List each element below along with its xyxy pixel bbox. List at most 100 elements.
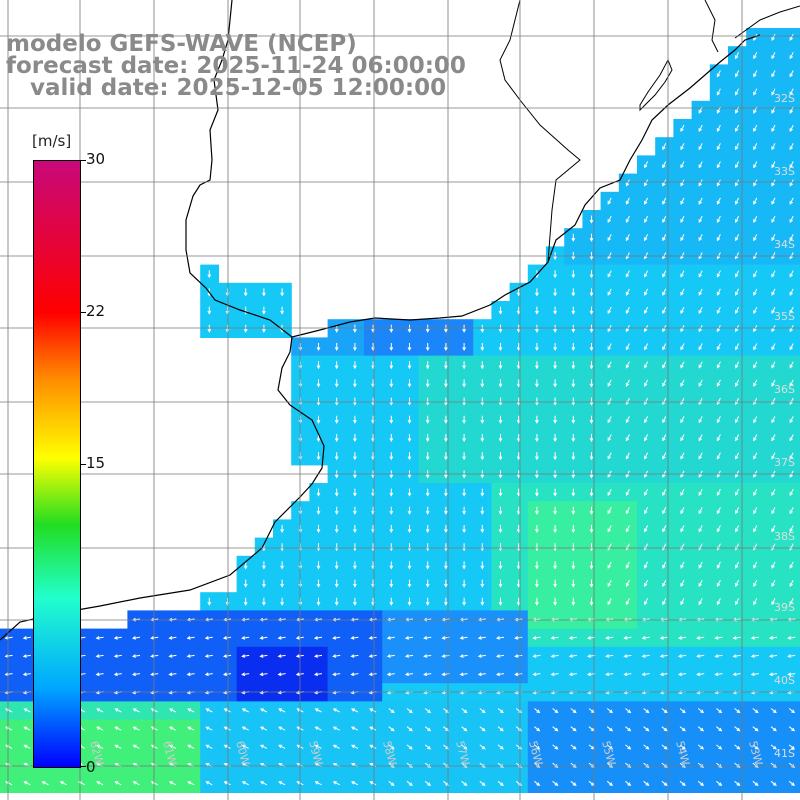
wind-arrow (641, 654, 650, 658)
wind-arrow (643, 215, 649, 224)
wind-arrow (388, 726, 395, 732)
wind-arrow (4, 636, 13, 640)
wind-arrow (789, 598, 794, 606)
wind-arrow (316, 525, 321, 534)
wind-arrow (771, 561, 776, 569)
wind-arrow (334, 452, 339, 461)
wind-arrow (753, 361, 758, 369)
wind-arrow (606, 762, 614, 768)
wind-arrow (477, 636, 486, 640)
wind-arrow (425, 488, 430, 497)
wind-arrow (716, 434, 721, 442)
wind-arrow (662, 288, 667, 296)
wind-arrow (625, 379, 630, 387)
wind-arrow (659, 672, 668, 677)
latitude-labels: 32S 33S 34S 35S 36S 37S 38S 39S 40S 41S (774, 92, 795, 760)
wind-arrow (353, 343, 357, 352)
wind-arrow (787, 636, 796, 640)
argentina-coastline (0, 0, 325, 641)
wind-arrow (207, 270, 212, 279)
wind-arrow (734, 726, 741, 732)
wind-speed-colorbar (33, 160, 81, 768)
wind-arrow (625, 579, 630, 588)
wind-arrow (750, 636, 759, 640)
wind-arrow (589, 288, 594, 297)
wind-arrow (534, 762, 541, 768)
latitude-label: 37S (774, 456, 795, 469)
wind-arrow (625, 708, 632, 714)
wind-arrow (353, 415, 357, 424)
wind-arrow (353, 452, 357, 461)
wind-arrow (444, 343, 448, 352)
wind-arrow (316, 361, 321, 370)
wind-arrow (698, 488, 703, 497)
wind-arrow (389, 415, 394, 424)
wind-arrow (662, 161, 667, 169)
wind-arrow (314, 708, 322, 713)
wind-arrow (389, 343, 394, 352)
wind-arrow (716, 708, 723, 714)
wind-arrow (480, 543, 485, 552)
wind-arrow (243, 597, 248, 606)
wind-arrow (680, 270, 685, 278)
latitude-label: 38S (774, 530, 795, 543)
wind-arrow (641, 672, 650, 677)
wind-arrow (625, 343, 630, 351)
wind-arrow (789, 361, 794, 369)
wind-arrow (716, 88, 721, 96)
wind-arrow (425, 506, 430, 515)
wind-arrow (386, 672, 395, 677)
wind-arrow (389, 361, 394, 370)
wind-arrow (607, 525, 612, 533)
wind-arrow (334, 561, 339, 570)
wind-arrow (698, 215, 703, 224)
wind-arrow (661, 780, 668, 786)
wind-arrow (643, 525, 649, 533)
wind-arrow (662, 598, 667, 606)
wind-arrow (498, 543, 503, 552)
wind-arrow (534, 780, 541, 786)
wind-arrow (132, 708, 140, 713)
wind-arrow (462, 597, 466, 606)
wind-arrow (353, 361, 357, 370)
wind-arrow (316, 343, 321, 352)
wind-arrow (789, 124, 794, 133)
wind-arrow (259, 781, 268, 786)
wind-arrow (734, 416, 740, 424)
wind-arrow (498, 434, 503, 443)
wind-arrow (278, 744, 286, 749)
wind-arrow (752, 744, 759, 750)
wind-arrow (353, 561, 357, 570)
wind-arrow (350, 744, 359, 749)
wind-arrow (280, 288, 284, 297)
uruguay-border (499, 0, 581, 263)
wind-arrow (462, 488, 466, 497)
wind-arrow (425, 415, 430, 424)
legend-unit-label: [m/s] (32, 132, 72, 150)
wind-arrow (643, 252, 649, 260)
latitude-label: 36S (774, 383, 795, 396)
wind-arrow (753, 124, 758, 133)
wind-arrow (497, 762, 504, 768)
colorbar-tick (80, 766, 86, 767)
wind-arrow (716, 726, 723, 732)
wind-arrow (353, 506, 357, 515)
wind-arrow (771, 579, 776, 588)
wind-arrow (132, 726, 140, 731)
wind-arrow (407, 597, 412, 606)
wind-arrow (607, 361, 612, 369)
wind-arrow (406, 726, 413, 732)
wind-arrow (771, 179, 776, 187)
wind-arrow (734, 306, 740, 315)
wind-arrow (734, 197, 740, 205)
wind-arrow (59, 781, 67, 786)
wind-arrow (425, 361, 430, 370)
wind-arrow (205, 781, 213, 786)
wind-arrow (625, 780, 632, 786)
wind-arrow (389, 379, 394, 388)
wind-arrow (788, 762, 796, 768)
wind-arrow (280, 579, 284, 588)
wind-arrow (243, 561, 248, 570)
wind-arrow (589, 434, 594, 443)
wind-arrow (716, 744, 723, 750)
